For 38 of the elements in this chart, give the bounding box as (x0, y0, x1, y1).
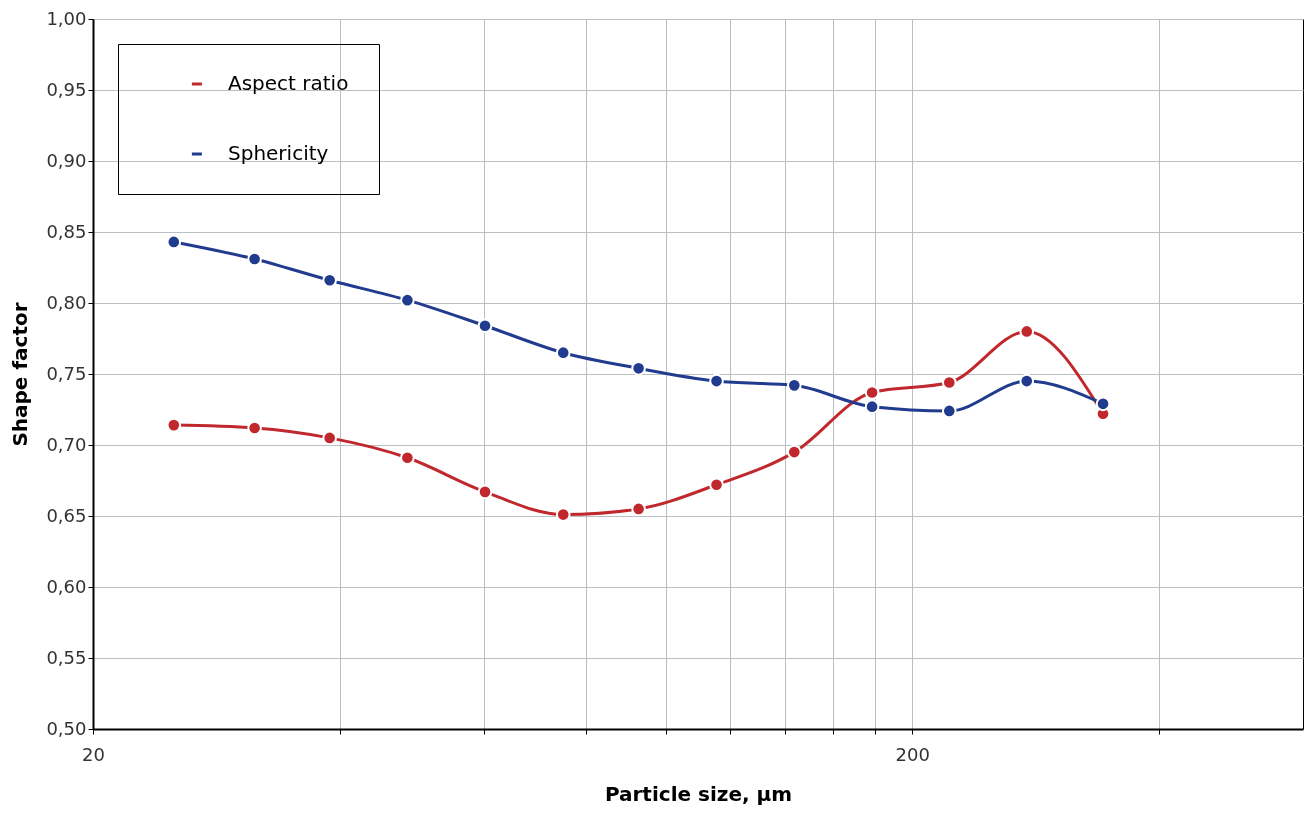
x-axis-title: Particle size, µm (604, 781, 793, 806)
y-tick-label: 0,80 (46, 291, 87, 313)
y-tick-label: 0,95 (46, 78, 87, 100)
point (555, 507, 571, 522)
point (166, 417, 182, 433)
point (864, 385, 880, 400)
point (247, 420, 262, 436)
x-tick-label: 20 (82, 743, 105, 765)
legend-label: Sphericity (228, 141, 329, 165)
point (631, 501, 646, 517)
point (864, 399, 880, 414)
point (709, 373, 724, 389)
y-tick-label: 0,60 (46, 575, 87, 597)
point (166, 234, 182, 250)
y-tick-label: 0,55 (46, 646, 87, 668)
legend-label: Aspect ratio (228, 71, 349, 95)
y-tick-label: 0,50 (46, 717, 87, 739)
point (322, 430, 337, 446)
point (247, 251, 262, 267)
point (1019, 324, 1035, 339)
y-axis-title: Shape factor (8, 302, 33, 447)
y-tick-label: 0,75 (46, 362, 87, 384)
point (786, 378, 802, 393)
point (786, 444, 802, 460)
point (941, 403, 957, 419)
point (400, 292, 415, 308)
y-tick-label: 0,65 (46, 504, 87, 526)
point (1019, 373, 1035, 389)
point (477, 484, 493, 500)
y-tick-label: 0,90 (46, 149, 87, 171)
point (477, 318, 493, 334)
x-tick-label: 200 (895, 743, 930, 765)
point (631, 361, 646, 376)
point (941, 375, 957, 390)
y-tick-label: 0,70 (46, 433, 87, 455)
y-tick-label: 1,00 (46, 7, 87, 29)
y-tick-label: 0,85 (46, 220, 87, 242)
point (1095, 396, 1111, 412)
